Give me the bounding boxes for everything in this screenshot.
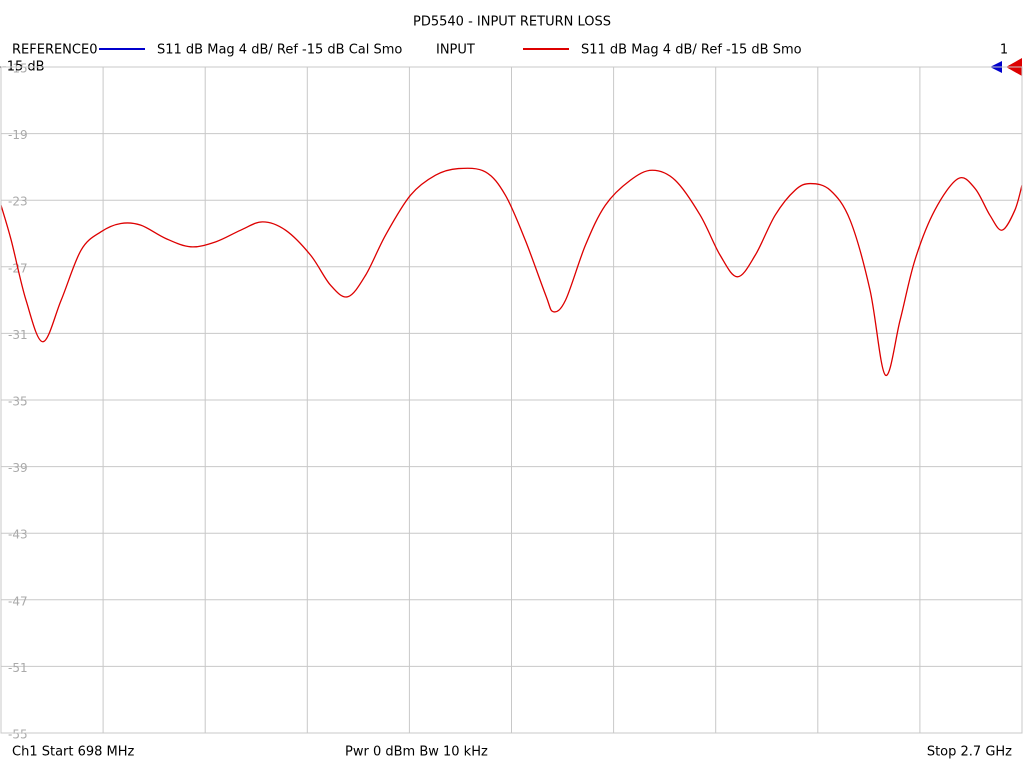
footer-stop: Stop 2.7 GHz [927, 745, 1012, 760]
footer-power: Pwr 0 dBm Bw 10 kHz [345, 745, 488, 760]
y-tick-label: -51 [8, 661, 28, 675]
footer-start: Ch1 Start 698 MHz [12, 745, 135, 760]
y-tick-label: -55 [8, 728, 28, 742]
legend-label: INPUT [436, 43, 475, 58]
y-tick-label: -47 [8, 594, 28, 608]
reference-name: REFERENCE0 [12, 43, 97, 58]
y-tick-label: -15 [8, 62, 28, 76]
y-tick-label: -35 [8, 395, 28, 409]
y-tick-label: -31 [8, 328, 28, 342]
reference-description: S11 dB Mag 4 dB/ Ref -15 dB Cal Smo [157, 43, 402, 58]
y-tick-label: -23 [8, 195, 28, 209]
input-description: S11 dB Mag 4 dB/ Ref -15 dB Smo [581, 43, 802, 58]
y-tick-label: -39 [8, 461, 28, 475]
y-tick-label: -43 [8, 528, 28, 542]
y-tick-label: -19 [8, 128, 28, 142]
channel-marker: 1 [1000, 43, 1008, 58]
plot-border [0, 66, 1023, 734]
chart-title: PD5540 - INPUT RETURN LOSS [413, 15, 611, 30]
trace [0, 167, 1023, 376]
